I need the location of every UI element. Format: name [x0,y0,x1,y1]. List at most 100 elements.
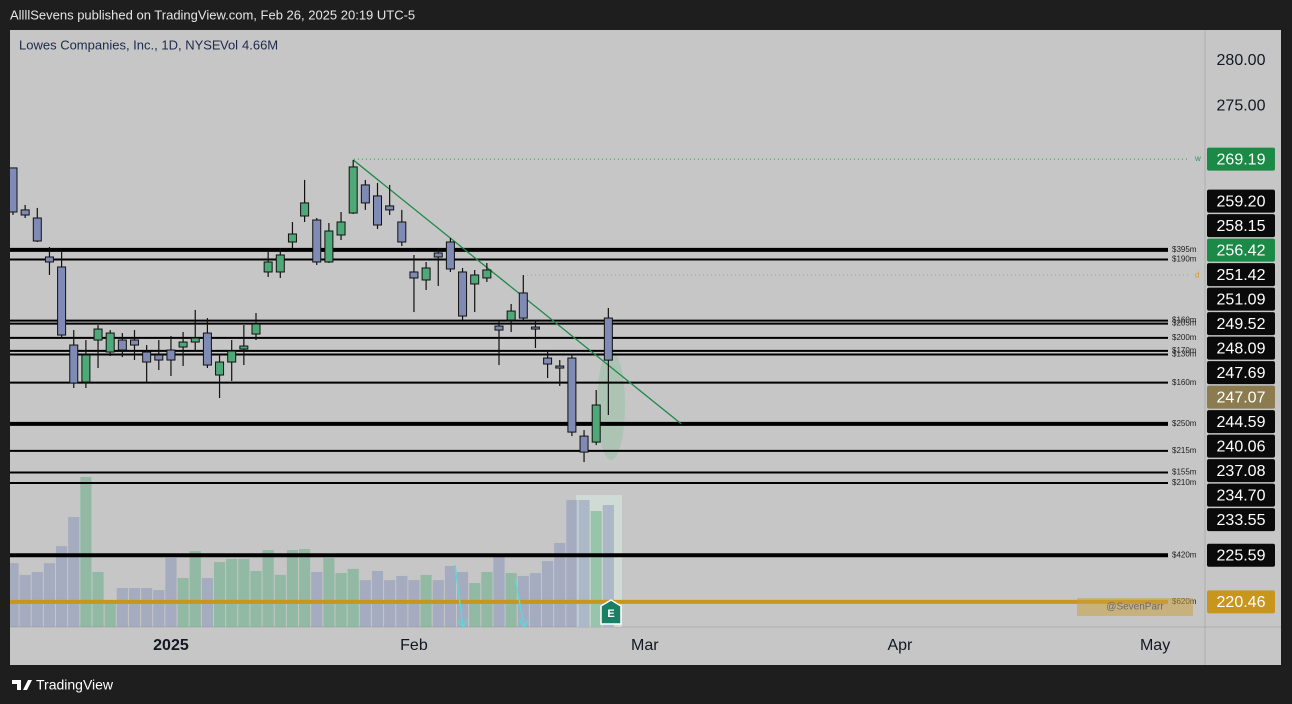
earnings-marker[interactable]: E [600,599,622,625]
price-label: 258.15 [1217,218,1266,235]
candle-body [470,274,480,285]
candle-body [385,205,395,211]
price-label: 248.09 [1217,340,1266,357]
volume-bar [481,572,493,627]
candle-body [433,252,443,258]
candle-body [360,184,370,204]
publish-header: AllllSevens published on TradingView.com… [10,7,415,22]
volume-bar [323,557,335,627]
x-tick-label: May [1140,637,1170,654]
level-tag: $170m [1172,346,1197,355]
candle-body [300,202,310,217]
candle-body [239,345,249,350]
price-label-box [1207,312,1275,336]
volume-bar [299,548,311,627]
price-label-box [1207,483,1275,507]
price-label-box [1207,590,1275,614]
candle-body [154,354,164,361]
level-tag: $190m [1172,255,1197,264]
volume-bar [31,572,43,627]
candle-body [202,332,212,366]
candle-body [397,221,407,243]
price-label: 247.07 [1217,389,1266,406]
volume-bar [371,570,384,627]
level-tag: $215m [1172,446,1197,455]
candle-body [530,326,540,330]
x-tick-label: Feb [400,637,428,654]
price-label-box [1207,361,1275,385]
candle-body [166,349,176,361]
candle-body [555,365,565,369]
volume-bar [347,568,359,627]
price-label-box [1207,385,1275,409]
price-label: 269.19 [1217,151,1266,168]
price-label-box [1207,189,1275,213]
candle-body [348,166,358,214]
candle-body [458,271,468,317]
candle-body [506,310,516,321]
earnings-label[interactable]: E [607,608,614,620]
price-label: 237.08 [1217,463,1266,480]
price-label-box [1207,336,1275,360]
level-tag: $130m [1172,350,1197,359]
price-label-box [1207,434,1275,458]
price-label-box [1207,543,1275,567]
earnings-badge[interactable] [600,599,622,625]
candle-body [117,339,127,351]
price-label: 251.09 [1217,291,1266,308]
candle-body [421,267,431,281]
price-label: 251.42 [1217,267,1266,284]
price-label-box [1207,214,1275,238]
level-tag: $250m [1172,419,1197,428]
price-label-box [1207,238,1275,262]
volume-bar [43,563,56,627]
candle-body [20,209,30,216]
volume-bar [590,511,602,627]
level-tag: $210m [1172,478,1197,487]
price-label: 259.20 [1217,193,1266,210]
volume-bar [116,587,128,627]
candle-body [215,361,225,376]
logo-text[interactable]: TradingView [36,677,114,693]
candle-body [227,350,237,363]
candle-body [336,221,346,236]
volume-bar [286,550,299,627]
price-label-box [1207,508,1275,532]
footer-logo[interactable]: TradingView [12,677,114,693]
logo-mark[interactable] [12,680,32,690]
level-tag: $160m [1172,378,1197,387]
level-tag: $395m [1172,245,1197,254]
candle-body [178,341,188,348]
candle-body [251,323,261,335]
volume-bar [165,557,177,627]
watermark: @SevenParr [1106,602,1164,613]
volume-bar [56,546,68,627]
price-label: 244.59 [1217,414,1266,431]
volume-bar [493,556,505,627]
candle-body [142,351,152,363]
trendline [352,159,682,425]
volume-bar [444,566,456,627]
x-tick-label: 2025 [153,637,189,654]
y-tick-label: 275.00 [1217,98,1266,115]
price-label-box [1207,263,1275,287]
candle-body [482,269,492,279]
price-label-box [1207,287,1275,311]
candle-body [373,195,382,226]
volume-bar [456,572,469,627]
volume-bar [566,500,578,627]
volume-bar [213,562,226,627]
candle-body [543,357,553,365]
volume-bar [250,570,262,627]
x-tick-label: Apr [887,637,913,654]
volume-bar [153,590,165,627]
watermark-box [1077,598,1193,616]
volume-bar [469,583,481,627]
volume-value: 4.66M [242,37,278,52]
candle-body [190,337,200,343]
candle-body [591,404,601,443]
volume-bar [262,550,274,627]
volume-bar [554,542,566,627]
price-label: 256.42 [1217,242,1266,259]
